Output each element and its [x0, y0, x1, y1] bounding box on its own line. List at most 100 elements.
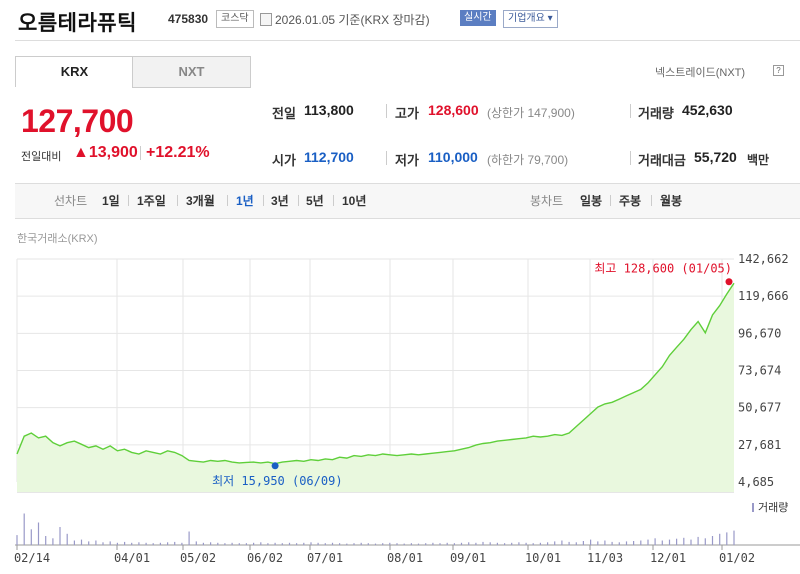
volume-bar	[446, 542, 448, 546]
volume-bar	[274, 542, 276, 546]
change-divider	[140, 146, 141, 160]
company-info-button[interactable]: 기업개요 ▾	[503, 10, 558, 28]
volume-bar	[403, 543, 405, 545]
realtime-button[interactable]: 실시간	[460, 10, 496, 26]
volume-bar	[547, 542, 549, 545]
stock-name: 오름테라퓨틱	[18, 12, 137, 35]
volume-bar	[73, 540, 75, 545]
range-3m[interactable]: 3개월	[186, 194, 215, 208]
candle-chart-label: 봉차트	[530, 194, 564, 208]
tab-nxt[interactable]: NXT	[132, 56, 251, 88]
x-tick-label: 02/14	[14, 551, 50, 565]
low-marker	[271, 462, 279, 470]
volume-label: 거래량	[638, 106, 674, 121]
range-1w[interactable]: 1주일	[137, 194, 166, 208]
volume-bar	[339, 543, 341, 545]
volume-bar	[532, 543, 534, 545]
range-1d[interactable]: 1일	[102, 194, 120, 208]
range-10y[interactable]: 10년	[342, 194, 367, 208]
range-divider	[263, 195, 264, 206]
open-label: 시가	[272, 153, 296, 168]
volume-bar	[676, 538, 678, 545]
range-divider	[128, 195, 129, 206]
help-icon[interactable]: ?	[773, 65, 784, 76]
volume-bar	[396, 543, 398, 545]
volume-bar	[410, 543, 412, 545]
volume-bar	[489, 542, 491, 545]
tab-krx[interactable]: KRX	[15, 56, 134, 87]
x-tick-label: 11/03	[587, 551, 623, 565]
high-label: 고가	[395, 106, 419, 121]
volume-bar	[640, 540, 642, 545]
quote-divider	[386, 104, 387, 118]
volume-bar	[288, 542, 291, 546]
range-divider	[298, 195, 299, 206]
volume-bar	[719, 533, 721, 546]
range-3y[interactable]: 3년	[271, 194, 289, 208]
volume-bar	[281, 543, 283, 545]
range-5y[interactable]: 5년	[306, 194, 324, 208]
low-annotation: 최저 15,950 (06/09)	[212, 474, 342, 488]
amount-unit: 백만	[747, 153, 770, 167]
volume-bar	[654, 538, 656, 546]
volume-bar	[116, 542, 118, 546]
volume-bar	[439, 543, 441, 545]
stock-code: 475830	[168, 12, 209, 26]
volume-bar	[374, 543, 377, 545]
x-tick-label: 08/01	[387, 551, 423, 565]
volume-bar	[331, 542, 334, 546]
quote-divider	[630, 151, 631, 165]
candle-weekly[interactable]: 주봉	[619, 194, 642, 208]
volume-bar	[145, 542, 147, 546]
header-divider	[15, 40, 800, 41]
change-rate: +12.21%	[146, 144, 210, 161]
volume-bar	[267, 543, 269, 545]
prev-close-value: 113,800	[304, 102, 354, 118]
market-badge: 코스닥	[216, 10, 254, 28]
volume-bar	[539, 542, 541, 546]
volume-bar	[52, 538, 54, 546]
low-limit: (하한가 79,700)	[487, 153, 569, 167]
y-tick-label: 119,666	[738, 289, 789, 303]
volume-bar	[460, 542, 463, 546]
y-tick-label: 27,681	[738, 438, 781, 452]
volume-bar	[504, 543, 506, 545]
candle-monthly[interactable]: 월봉	[660, 194, 683, 208]
x-tick-label: 06/02	[247, 551, 283, 565]
volume-value: 452,630	[682, 102, 733, 118]
volume-bar	[202, 542, 204, 546]
volume-bar	[37, 522, 40, 545]
volume-bar	[382, 543, 384, 545]
candle-daily[interactable]: 일봉	[580, 194, 603, 208]
range-divider	[333, 195, 334, 206]
volume-bar	[604, 540, 606, 545]
volume-bar	[80, 539, 83, 545]
y-tick-label: 73,674	[738, 364, 781, 378]
volume-bar	[597, 541, 599, 545]
volume-bar	[582, 541, 584, 545]
volume-bar	[468, 542, 470, 545]
nxt-link[interactable]: 넥스트레이드(NXT)	[655, 67, 746, 79]
volume-legend-swatch	[752, 503, 754, 512]
volume-bar	[45, 536, 47, 545]
quote-date: 2026.01.05 기준(KRX 장마감)	[275, 13, 430, 27]
high-annotation: 최고 128,600 (01/05)	[594, 262, 732, 276]
range-1y[interactable]: 1년	[236, 194, 254, 208]
y-tick-label: 4,685	[738, 475, 774, 489]
low-label: 저가	[395, 153, 419, 168]
data-source: 한국거래소(KRX)	[17, 233, 98, 245]
prev-close-label: 전일	[272, 106, 296, 121]
volume-legend: 거래량	[758, 501, 788, 514]
volume-bar	[296, 543, 298, 545]
x-tick-label: 09/01	[450, 551, 486, 565]
volume-bar	[496, 542, 498, 546]
volume-bar	[518, 542, 520, 545]
volume-bar	[95, 540, 97, 545]
amount-label: 거래대금	[638, 153, 686, 168]
price-area	[17, 283, 734, 492]
volume-bar	[389, 542, 391, 546]
chart-toolbar	[15, 183, 800, 219]
quote-divider	[630, 104, 631, 118]
y-tick-label: 96,670	[738, 326, 781, 340]
